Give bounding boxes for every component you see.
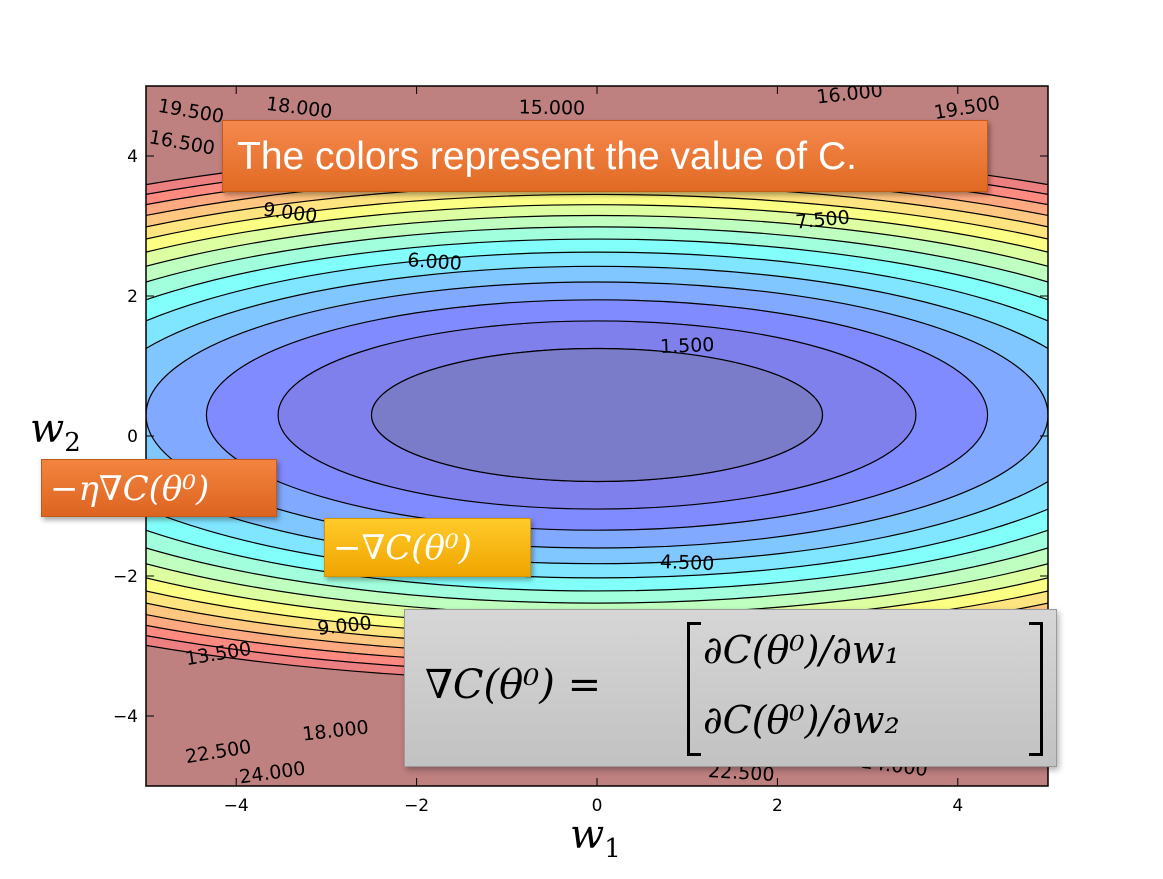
y-axis-title: w2 bbox=[30, 406, 81, 458]
y-axis-title-base: w bbox=[30, 406, 65, 452]
axis-ticks: −4 −2 0 2 4 −4 −2 0 2 4 bbox=[113, 86, 1048, 816]
y-tick-label: −2 bbox=[113, 567, 138, 587]
x-tick-label: 0 bbox=[592, 796, 603, 816]
x-tick-label: −4 bbox=[224, 796, 249, 816]
contour-label: 15.000 bbox=[518, 96, 585, 119]
contour-line bbox=[146, 238, 1048, 592]
contour-label: 1.500 bbox=[660, 334, 715, 358]
contour-label: 6.000 bbox=[407, 249, 463, 275]
x-tick-label: −2 bbox=[404, 796, 429, 816]
contour-line bbox=[205, 299, 989, 531]
x-axis-title-subscript: 1 bbox=[604, 834, 621, 864]
y-tick-label: 0 bbox=[127, 427, 138, 447]
y-tick-label: 2 bbox=[127, 287, 138, 307]
contour-label: 4.500 bbox=[660, 551, 715, 575]
eta-gradient-step-callout: −η∇C(θ⁰) bbox=[41, 459, 277, 517]
formula-partial-w2: ∂C(θ⁰)/∂w₂ bbox=[703, 698, 900, 742]
colors-explanation-callout: The colors represent the value of C. bbox=[222, 120, 988, 192]
contour-line bbox=[146, 265, 1048, 565]
contour-label: 16.000 bbox=[815, 79, 883, 108]
contour-label: 7.500 bbox=[794, 206, 850, 233]
formula-partial-w1: ∂C(θ⁰)/∂w₁ bbox=[703, 628, 900, 672]
contour-band-inner bbox=[370, 347, 824, 483]
contour-line bbox=[146, 226, 1048, 604]
x-axis-title: w1 bbox=[570, 812, 621, 864]
x-tick-label: 4 bbox=[952, 796, 963, 816]
right-bracket bbox=[1029, 622, 1043, 756]
y-tick-label: 4 bbox=[127, 147, 138, 167]
x-axis-title-base: w bbox=[570, 812, 605, 858]
gradient-formula-box: ∇C(θ⁰) = ∂C(θ⁰)/∂w₁ ∂C(θ⁰)/∂w₂ bbox=[404, 609, 1057, 767]
contour-line bbox=[146, 281, 1048, 549]
formula-lhs: ∇C(θ⁰) = bbox=[425, 662, 602, 708]
left-bracket bbox=[687, 622, 701, 756]
contour-line bbox=[146, 251, 1048, 579]
y-tick-label: −4 bbox=[113, 707, 138, 727]
negative-gradient-callout: −∇C(θ⁰) bbox=[324, 518, 531, 577]
y-axis-title-subscript: 2 bbox=[64, 428, 81, 458]
contour-line bbox=[277, 320, 917, 510]
x-tick-label: 2 bbox=[772, 796, 783, 816]
